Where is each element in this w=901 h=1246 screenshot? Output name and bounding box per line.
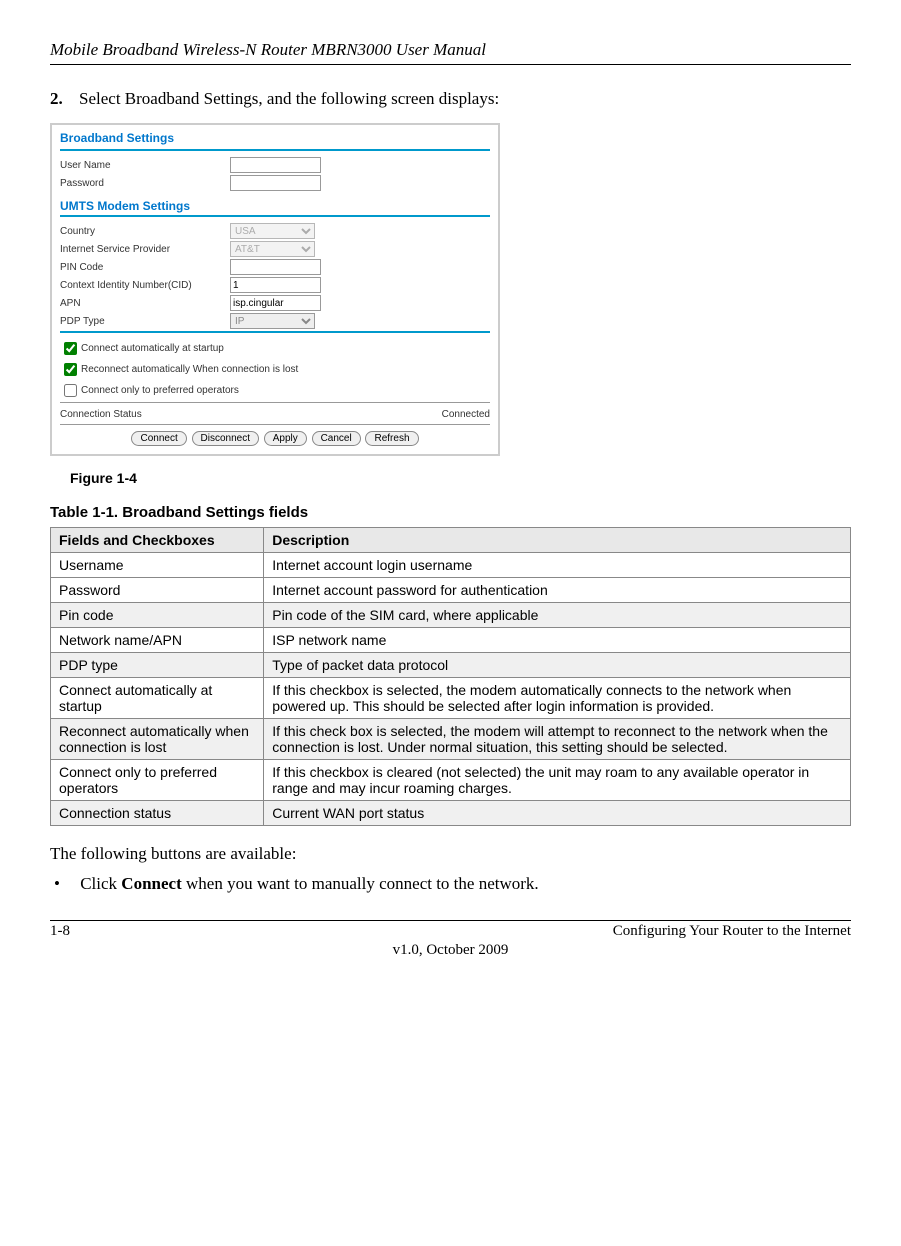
bs-label-username: User Name	[60, 160, 230, 171]
table-row: Reconnect automatically when connection …	[51, 719, 851, 760]
table-cell-desc: If this checkbox is selected, the modem …	[264, 678, 851, 719]
bs-btn-connect[interactable]: Connect	[131, 431, 186, 446]
table-row: Connection statusCurrent WAN port status	[51, 801, 851, 826]
tbl-header-desc: Description	[264, 528, 851, 553]
table-cell-field: Connection status	[51, 801, 264, 826]
bs-label-isp: Internet Service Provider	[60, 244, 230, 255]
bullet-bold: Connect	[121, 874, 181, 893]
bs-label-pin: PIN Code	[60, 262, 230, 273]
bs-row-password: Password	[60, 175, 490, 191]
footer-center: v1.0, October 2009	[50, 942, 851, 959]
table-cell-desc: Type of packet data protocol	[264, 653, 851, 678]
bs-chk-preferred: Connect only to preferred operators	[60, 381, 490, 400]
bs-label-password: Password	[60, 178, 230, 189]
bs-input-password[interactable]	[230, 175, 321, 191]
bs-select-pdp[interactable]: IP	[230, 313, 315, 329]
bs-divider-3	[60, 331, 490, 333]
bs-title: Broadband Settings	[60, 131, 490, 145]
bullet-post: when you want to manually connect to the…	[182, 874, 539, 893]
bs-chk-label-1: Connect automatically at startup	[81, 343, 224, 354]
table-cell-desc: Pin code of the SIM card, where applicab…	[264, 603, 851, 628]
bullet-pre: Click	[80, 874, 121, 893]
bs-label-apn: APN	[60, 298, 230, 309]
table-cell-field: PDP type	[51, 653, 264, 678]
bs-btn-apply[interactable]: Apply	[264, 431, 307, 446]
bs-btn-disconnect[interactable]: Disconnect	[192, 431, 259, 446]
bs-checkbox-auto-startup[interactable]	[64, 342, 77, 355]
table-cell-field: Password	[51, 578, 264, 603]
bs-checkbox-preferred[interactable]	[64, 384, 77, 397]
table-cell-desc: Internet account login username	[264, 553, 851, 578]
page-header: Mobile Broadband Wireless-N Router MBRN3…	[50, 40, 851, 65]
table-row: Connect only to preferred operatorsIf th…	[51, 760, 851, 801]
table-cell-field: Username	[51, 553, 264, 578]
bs-chk-auto-startup: Connect automatically at startup	[60, 339, 490, 358]
table-row: Network name/APNISP network name	[51, 628, 851, 653]
bs-input-username[interactable]	[230, 157, 321, 173]
bs-divider-5	[60, 424, 490, 425]
bs-subtitle: UMTS Modem Settings	[60, 199, 490, 213]
bs-row-country: Country USA	[60, 223, 490, 239]
bs-row-pdp: PDP Type IP	[60, 313, 490, 329]
table-cell-desc: If this checkbox is cleared (not selecte…	[264, 760, 851, 801]
bs-chk-label-2: Reconnect automatically When connection …	[81, 364, 298, 375]
bs-divider-4	[60, 402, 490, 403]
bs-row-cid: Context Identity Number(CID)	[60, 277, 490, 293]
table-row: Connect automatically at startupIf this …	[51, 678, 851, 719]
step-number: 2.	[50, 89, 63, 108]
bs-select-country[interactable]: USA	[230, 223, 315, 239]
bs-button-row: Connect Disconnect Apply Cancel Refresh	[60, 431, 490, 446]
bs-chk-label-3: Connect only to preferred operators	[81, 385, 239, 396]
table-row: UsernameInternet account login username	[51, 553, 851, 578]
table-caption: Table 1-1. Broadband Settings fields	[50, 504, 851, 521]
table-cell-field: Pin code	[51, 603, 264, 628]
table-cell-desc: Internet account password for authentica…	[264, 578, 851, 603]
bs-row-apn: APN	[60, 295, 490, 311]
bs-label-pdp: PDP Type	[60, 316, 230, 327]
bs-input-pin[interactable]	[230, 259, 321, 275]
step-text: Select Broadband Settings, and the follo…	[79, 89, 499, 108]
bs-divider-2	[60, 215, 490, 217]
bs-status-value: Connected	[442, 409, 490, 420]
bs-row-isp: Internet Service Provider AT&T	[60, 241, 490, 257]
bs-input-apn[interactable]	[230, 295, 321, 311]
bs-divider	[60, 149, 490, 151]
tbl-header-fields: Fields and Checkboxes	[51, 528, 264, 553]
bs-chk-reconnect: Reconnect automatically When connection …	[60, 360, 490, 379]
bullet-dot: •	[54, 874, 60, 893]
table-cell-field: Reconnect automatically when connection …	[51, 719, 264, 760]
table-row: Pin codePin code of the SIM card, where …	[51, 603, 851, 628]
bs-status-label: Connection Status	[60, 409, 142, 420]
bs-row-pin: PIN Code	[60, 259, 490, 275]
table-cell-field: Network name/APN	[51, 628, 264, 653]
broadband-settings-table: Fields and Checkboxes Description Userna…	[50, 527, 851, 826]
bs-status-row: Connection Status Connected	[60, 409, 490, 420]
bs-select-isp[interactable]: AT&T	[230, 241, 315, 257]
bs-btn-cancel[interactable]: Cancel	[312, 431, 361, 446]
footer-right: Configuring Your Router to the Internet	[613, 923, 851, 940]
bs-btn-refresh[interactable]: Refresh	[365, 431, 418, 446]
table-cell-field: Connect automatically at startup	[51, 678, 264, 719]
table-cell-desc: Current WAN port status	[264, 801, 851, 826]
page-footer: 1-8 Configuring Your Router to the Inter…	[50, 920, 851, 940]
bs-checkbox-reconnect[interactable]	[64, 363, 77, 376]
figure-caption: Figure 1-4	[70, 470, 851, 486]
step-line: 2. Select Broadband Settings, and the fo…	[50, 89, 851, 109]
table-cell-desc: ISP network name	[264, 628, 851, 653]
footer-left: 1-8	[50, 923, 70, 940]
table-cell-field: Connect only to preferred operators	[51, 760, 264, 801]
bs-label-country: Country	[60, 226, 230, 237]
bs-input-cid[interactable]	[230, 277, 321, 293]
bs-label-cid: Context Identity Number(CID)	[60, 280, 230, 291]
table-cell-desc: If this check box is selected, the modem…	[264, 719, 851, 760]
bs-row-username: User Name	[60, 157, 490, 173]
table-row: PDP typeType of packet data protocol	[51, 653, 851, 678]
table-row: PasswordInternet account password for au…	[51, 578, 851, 603]
bullet-line: • Click Connect when you want to manuall…	[50, 874, 851, 894]
after-table-text: The following buttons are available:	[50, 844, 851, 864]
broadband-settings-screenshot: Broadband Settings User Name Password UM…	[50, 123, 500, 456]
